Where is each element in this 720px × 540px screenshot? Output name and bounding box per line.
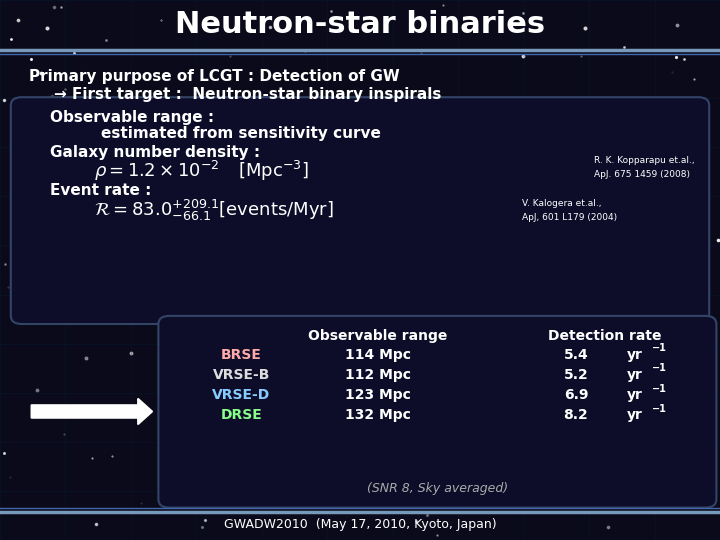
- Text: yr: yr: [626, 388, 642, 402]
- Text: R. K. Kopparapu et.al.,
ApJ. 675 1459 (2008): R. K. Kopparapu et.al., ApJ. 675 1459 (2…: [594, 156, 695, 179]
- Text: (SNR 8, Sky averaged): (SNR 8, Sky averaged): [367, 482, 508, 495]
- Text: 114 Mpc: 114 Mpc: [345, 348, 411, 362]
- Text: yr: yr: [626, 348, 642, 362]
- Text: Observable range :: Observable range :: [50, 110, 215, 125]
- Text: Primary purpose of LCGT : Detection of GW: Primary purpose of LCGT : Detection of G…: [29, 69, 400, 84]
- Text: yr: yr: [626, 408, 642, 422]
- Text: 6.9: 6.9: [564, 388, 588, 402]
- Text: yr: yr: [626, 368, 642, 382]
- Text: V. Kalogera et.al.,
ApJ, 601 L179 (2004): V. Kalogera et.al., ApJ, 601 L179 (2004): [522, 199, 617, 222]
- Text: DRSE: DRSE: [220, 408, 262, 422]
- Text: Neutron-star binaries: Neutron-star binaries: [175, 10, 545, 39]
- Text: −1: −1: [652, 404, 667, 414]
- Text: $\rho = 1.2 \times 10^{-2}$   $[\mathrm{Mpc}^{-3}]$: $\rho = 1.2 \times 10^{-2}$ $[\mathrm{Mp…: [94, 159, 308, 183]
- Text: estimated from sensitivity curve: estimated from sensitivity curve: [101, 126, 381, 141]
- Text: 112 Mpc: 112 Mpc: [345, 368, 411, 382]
- Text: 8.2: 8.2: [564, 408, 588, 422]
- Text: 5.4: 5.4: [564, 348, 588, 362]
- Text: VRSE-B: VRSE-B: [212, 368, 270, 382]
- Text: −1: −1: [652, 384, 667, 394]
- Text: 5.2: 5.2: [564, 368, 588, 382]
- Text: Detection rate: Detection rate: [548, 329, 662, 343]
- Text: Observable range: Observable range: [308, 329, 448, 343]
- FancyBboxPatch shape: [158, 316, 716, 508]
- Text: VRSE-D: VRSE-D: [212, 388, 270, 402]
- FancyArrowPatch shape: [32, 399, 152, 424]
- Text: GWADW2010  (May 17, 2010, Kyoto, Japan): GWADW2010 (May 17, 2010, Kyoto, Japan): [224, 518, 496, 531]
- Text: Galaxy number density :: Galaxy number density :: [50, 145, 261, 160]
- FancyBboxPatch shape: [11, 97, 709, 324]
- Text: 123 Mpc: 123 Mpc: [345, 388, 411, 402]
- Text: −1: −1: [652, 363, 667, 373]
- Text: 132 Mpc: 132 Mpc: [345, 408, 411, 422]
- Text: BRSE: BRSE: [221, 348, 261, 362]
- Text: $\mathcal{R} = 83.0^{+209.1}_{-66.1}[\mathrm{events/Myr}]$: $\mathcal{R} = 83.0^{+209.1}_{-66.1}[\ma…: [94, 198, 333, 223]
- Text: → First target :  Neutron-star binary inspirals: → First target : Neutron-star binary ins…: [54, 87, 441, 102]
- Text: −1: −1: [652, 343, 667, 353]
- Text: Event rate :: Event rate :: [50, 183, 152, 198]
